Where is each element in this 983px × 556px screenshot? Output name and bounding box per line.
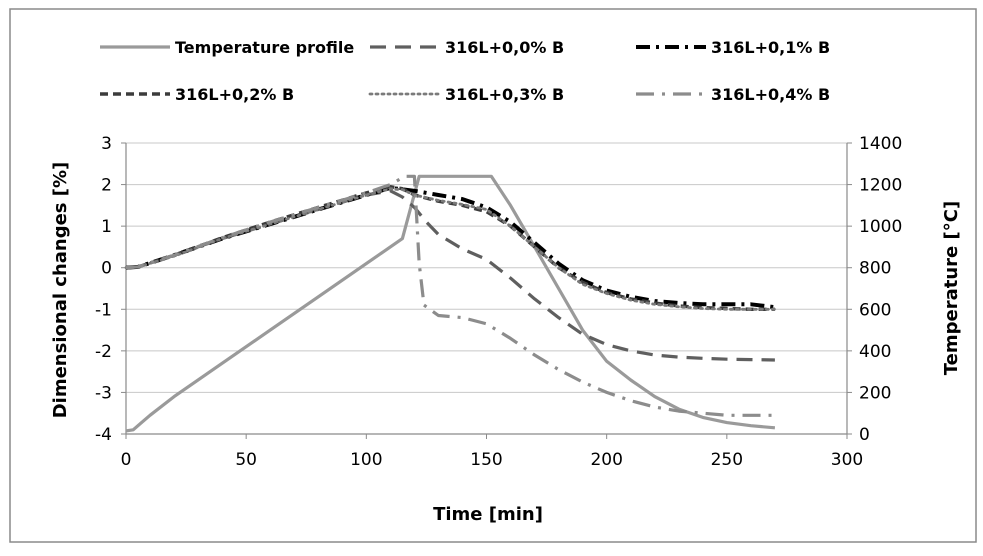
- legend-label-316l-0-0-b: 316L+0,0% B: [445, 38, 564, 57]
- series-line-316l-0-1-b: [125, 185, 776, 310]
- y-tick-label: 2: [101, 176, 112, 196]
- x-axis-title: Time [min]: [433, 504, 543, 525]
- y-tick-label: -1: [95, 300, 112, 320]
- y-tick-label: -4: [95, 425, 112, 445]
- legend-label-temperature-profile: Temperature profile: [175, 38, 354, 57]
- legend-label-316l-0-3-b: 316L+0,3% B: [445, 85, 564, 104]
- y2-tick-label: 1400: [859, 134, 902, 154]
- y2-tick-label: 200: [859, 383, 891, 403]
- y2-tick-label: 0: [859, 425, 870, 445]
- y-tick-label: 1: [101, 217, 112, 237]
- series-line-316l-0-0-b: [125, 189, 775, 362]
- y-axis-title: Dimensional changes [%]: [50, 162, 71, 419]
- legend-label-316l-0-2-b: 316L+0,2% B: [175, 85, 294, 104]
- y-tick-label: -3: [95, 383, 112, 403]
- legend-label-316l-0-4-b: 316L+0,4% B: [711, 85, 830, 104]
- x-tick-label: 300: [831, 450, 863, 470]
- chart-border: [9, 8, 977, 543]
- x-tick-label: 0: [121, 450, 132, 470]
- tick-labels: 3 2 1 0 -1 -2 -3 -4 1400 1200 1000 800 600 400 200 0 0 50…: [95, 134, 902, 470]
- legend-label-316l-0-1-b: 316L+0,1% B: [711, 38, 830, 57]
- legend: Temperature profile 316L+0,0% B 316L+0,1% …: [100, 38, 830, 104]
- x-tick-label: 50: [235, 450, 257, 470]
- y-tick-label: 3: [101, 134, 112, 154]
- x-tick-label: 200: [590, 450, 622, 470]
- y-tick-label: -2: [95, 342, 112, 362]
- x-tick-label: 250: [711, 450, 743, 470]
- series-line-316l-0-4-b: [125, 174, 775, 417]
- series-line-316l-0-3-b: [124, 187, 777, 311]
- y2-tick-label: 600: [859, 300, 891, 320]
- y2-tick-label: 1200: [859, 176, 902, 196]
- x-tick-label: 150: [470, 450, 502, 470]
- y2-tick-label: 400: [859, 342, 891, 362]
- gridlines: [126, 142, 847, 435]
- series-line-temperature-profile: [125, 174, 776, 433]
- y2-tick-label: 800: [859, 259, 891, 279]
- x-tick-label: 100: [350, 450, 382, 470]
- y2-axis-title: Temperature [°C]: [941, 201, 962, 375]
- axes: [121, 142, 852, 439]
- y2-tick-label: 1000: [859, 217, 902, 237]
- series-lines: [124, 174, 777, 433]
- y-tick-label: 0: [101, 259, 112, 279]
